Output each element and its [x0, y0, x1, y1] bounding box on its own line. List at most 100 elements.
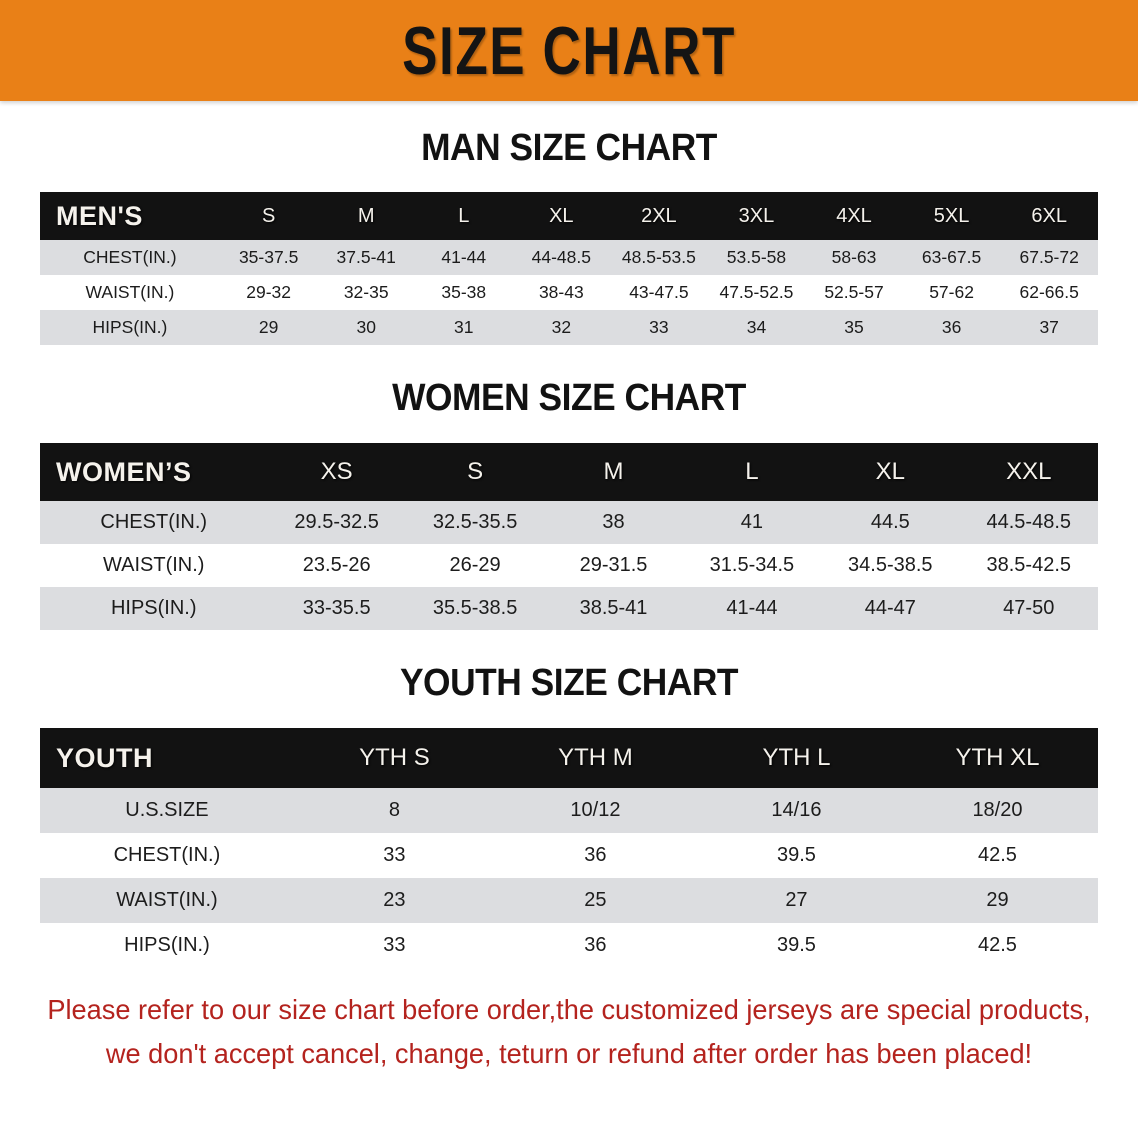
column-header-3xl: 3XL [707, 192, 806, 240]
cell-1-5: 47.5-52.5 [707, 275, 806, 310]
column-header-xs: XS [267, 443, 406, 501]
cell-1-3: 38-43 [512, 275, 611, 310]
table-row: HIPS(IN.) 33 36 39.5 42.5 [40, 923, 1098, 968]
column-header-4xl: 4XL [805, 192, 903, 240]
row-label-waist-in-: WAIST(IN.) [40, 878, 294, 923]
cell-2-3: 32 [512, 310, 611, 345]
table-row: CHEST(IN.) 35-37.5 37.5-41 41-44 44-48.5 48.5… [40, 240, 1098, 275]
women-table-body: CHEST(IN.) 29.5-32.5 32.5-35.5 38 41 44.5 44.5… [40, 501, 1098, 630]
cell-0-5: 53.5-58 [707, 240, 806, 275]
column-header-yth-s: YTH S [293, 728, 495, 788]
cell-2-0: 29 [219, 310, 318, 345]
cell-2-5: 47-50 [959, 587, 1098, 630]
cell-2-2: 38.5-41 [544, 587, 683, 630]
cell-1-5: 38.5-42.5 [959, 544, 1098, 587]
table-header-row: WOMEN’S XS S M L XL XXL [40, 443, 1098, 501]
cell-1-6: 52.5-57 [805, 275, 903, 310]
cell-0-1: 10/12 [494, 788, 696, 833]
table-corner-label: MEN'S [40, 192, 220, 240]
cell-0-1: 32.5-35.5 [405, 501, 545, 544]
cell-3-2: 39.5 [695, 923, 897, 968]
table-row: HIPS(IN.) 29 30 31 32 33 34 35 36 37 [40, 310, 1098, 345]
cell-0-2: 41-44 [414, 240, 513, 275]
table-row: WAIST(IN.) 23 25 27 29 [40, 878, 1098, 923]
cell-1-0: 29-32 [219, 275, 318, 310]
cell-2-2: 31 [414, 310, 513, 345]
column-header-yth-xl: YTH XL [896, 728, 1098, 788]
cell-1-1: 26-29 [405, 544, 545, 587]
column-header-2xl: 2XL [610, 192, 708, 240]
cell-0-2: 38 [544, 501, 683, 544]
cell-1-1: 32-35 [317, 275, 415, 310]
cell-1-8: 62-66.5 [1000, 275, 1098, 310]
page-banner: SIZE CHART [0, 0, 1138, 101]
row-label-hips-in-: HIPS(IN.) [40, 587, 268, 630]
page-title: SIZE CHART [402, 12, 736, 89]
cell-3-1: 36 [494, 923, 696, 968]
cell-2-7: 36 [902, 310, 1001, 345]
cell-0-3: 18/20 [896, 788, 1098, 833]
column-header-6xl: 6XL [1000, 192, 1098, 240]
table-row: WAIST(IN.) 29-32 32-35 35-38 38-43 43-47.5 47.… [40, 275, 1098, 310]
table-row: U.S.SIZE 8 10/12 14/16 18/20 [40, 788, 1098, 833]
column-header-yth-l: YTH L [695, 728, 897, 788]
youth-size-table: YOUTH YTH S YTH M YTH L YTH XL U.S.SIZE 8 10/1… [40, 728, 1098, 968]
column-header-xl: XL [512, 192, 611, 240]
man-size-table-wrap: MEN'S S M L XL 2XL 3XL 4XL 5XL 6XL CHEST(IN.) 35-3… [40, 192, 1098, 345]
man-table-head: MEN'S S M L XL 2XL 3XL 4XL 5XL 6XL [40, 192, 1098, 240]
table-row: CHEST(IN.) 33 36 39.5 42.5 [40, 833, 1098, 878]
row-label-chest-in-: CHEST(IN.) [40, 833, 294, 878]
row-label-chest-in-: CHEST(IN.) [40, 501, 268, 544]
cell-1-2: 39.5 [695, 833, 897, 878]
cell-0-0: 35-37.5 [219, 240, 318, 275]
cell-0-0: 8 [293, 788, 495, 833]
column-header-l: L [682, 443, 822, 501]
cell-2-4: 44-47 [821, 587, 960, 630]
column-header-yth-m: YTH M [494, 728, 696, 788]
table-corner-label: YOUTH [40, 728, 294, 788]
cell-2-8: 37 [1000, 310, 1098, 345]
row-label-waist-in-: WAIST(IN.) [40, 544, 268, 587]
man-size-table: MEN'S S M L XL 2XL 3XL 4XL 5XL 6XL CHEST(IN.) 35-3… [40, 192, 1098, 345]
cell-2-4: 33 [610, 310, 708, 345]
cell-1-4: 34.5-38.5 [821, 544, 960, 587]
cell-0-6: 58-63 [805, 240, 903, 275]
cell-2-0: 23 [293, 878, 495, 923]
youth-table-head: YOUTH YTH S YTH M YTH L YTH XL [40, 728, 1098, 788]
cell-2-1: 25 [494, 878, 696, 923]
table-header-row: MEN'S S M L XL 2XL 3XL 4XL 5XL 6XL [40, 192, 1098, 240]
cell-0-2: 14/16 [695, 788, 897, 833]
row-label-waist-in-: WAIST(IN.) [40, 275, 220, 310]
cell-2-0: 33-35.5 [267, 587, 406, 630]
column-header-l: L [414, 192, 513, 240]
cell-1-3: 31.5-34.5 [682, 544, 822, 587]
table-row: HIPS(IN.) 33-35.5 35.5-38.5 38.5-41 41-44 44-… [40, 587, 1098, 630]
disclaimer-note: Please refer to our size chart before or… [36, 988, 1101, 1076]
column-header-xl: XL [821, 443, 960, 501]
cell-0-7: 63-67.5 [902, 240, 1001, 275]
women-table-head: WOMEN’S XS S M L XL XXL [40, 443, 1098, 501]
disclaimer-line-2: we don't accept cancel, change, teturn o… [105, 1038, 1033, 1069]
cell-0-4: 48.5-53.5 [610, 240, 708, 275]
column-header-m: M [317, 192, 415, 240]
cell-0-1: 37.5-41 [317, 240, 415, 275]
table-row: WAIST(IN.) 23.5-26 26-29 29-31.5 31.5-34.5 34… [40, 544, 1098, 587]
cell-1-3: 42.5 [896, 833, 1098, 878]
row-label-hips-in-: HIPS(IN.) [40, 310, 220, 345]
section-title-man: MAN SIZE CHART [421, 127, 717, 169]
cell-2-2: 27 [695, 878, 897, 923]
table-corner-label: WOMEN’S [40, 443, 268, 501]
table-header-row: YOUTH YTH S YTH M YTH L YTH XL [40, 728, 1098, 788]
cell-2-1: 30 [317, 310, 415, 345]
column-header-5xl: 5XL [902, 192, 1001, 240]
man-table-body: CHEST(IN.) 35-37.5 37.5-41 41-44 44-48.5 48.5… [40, 240, 1098, 345]
cell-1-2: 29-31.5 [544, 544, 683, 587]
cell-2-3: 41-44 [682, 587, 822, 630]
youth-size-table-wrap: YOUTH YTH S YTH M YTH L YTH XL U.S.SIZE 8 10/1… [40, 728, 1098, 968]
disclaimer-line-1: Please refer to our size chart before or… [47, 994, 1091, 1025]
cell-2-5: 34 [707, 310, 806, 345]
cell-0-3: 41 [682, 501, 822, 544]
cell-1-0: 23.5-26 [267, 544, 406, 587]
cell-2-1: 35.5-38.5 [405, 587, 545, 630]
